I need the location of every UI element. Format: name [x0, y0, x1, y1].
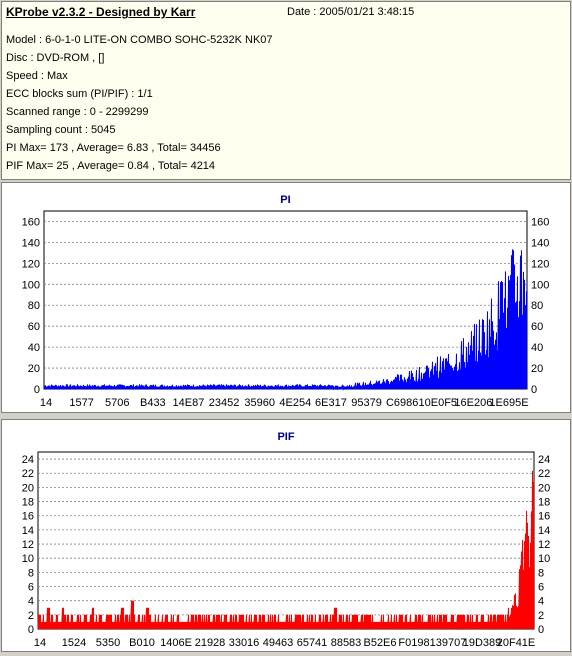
y-tick-label-left: 24 — [22, 454, 34, 466]
y-tick-label-left: 60 — [28, 321, 40, 333]
y-tick-label-right: 6 — [538, 582, 544, 594]
x-tick-label: 14 — [40, 397, 52, 409]
y-tick-label-left: 40 — [28, 342, 40, 354]
plot-area — [37, 451, 535, 630]
y-tick-label-left: 22 — [22, 468, 34, 480]
info-panel: KProbe v2.3.2 - Designed by Karr Date : … — [1, 1, 571, 180]
y-tick-label-right: 0 — [531, 384, 537, 396]
x-tick-label: 139707 — [430, 637, 467, 649]
y-tick-label-right: 24 — [538, 454, 550, 466]
y-tick-label-left: 14 — [22, 525, 34, 537]
y-tick-label-left: 0 — [28, 624, 34, 636]
app-title: KProbe v2.3.2 - Designed by Karr — [6, 5, 196, 19]
x-tick-label: 49463 — [263, 637, 294, 649]
y-tick-label-left: 6 — [28, 582, 34, 594]
x-tick-label: 4E254 — [279, 397, 311, 409]
y-tick-label-left: 16 — [22, 511, 34, 523]
x-tick-label: 5350 — [96, 637, 120, 649]
y-tick-label-left: 20 — [28, 363, 40, 375]
ecc-line: ECC blocks sum (PI/PIF) : 1/1 — [6, 88, 153, 100]
chart-title: PI — [280, 194, 290, 206]
y-tick-label-right: 60 — [531, 321, 543, 333]
y-tick-label-right: 2 — [538, 610, 544, 622]
y-tick-label-right: 4 — [538, 596, 544, 608]
x-tick-label: 1406E — [160, 637, 192, 649]
x-tick-label: 1E695E — [489, 397, 528, 409]
y-tick-label-right: 14 — [538, 525, 550, 537]
pif-chart-panel: PIF 0 0 2 2 4 4 6 6 8 8 10 10 12 12 14 14 16 16 18 18 20 20 22 2… — [1, 419, 571, 652]
x-tick-label: 10E0F5 — [419, 397, 458, 409]
x-tick-label: 88583 — [331, 637, 362, 649]
y-tick-label-right: 12 — [538, 539, 550, 551]
plot-area — [43, 210, 528, 390]
y-tick-label-right: 18 — [538, 497, 550, 509]
y-tick-label-right: 22 — [538, 468, 550, 480]
y-tick-label-right: 16 — [538, 511, 550, 523]
y-tick-label-left: 80 — [28, 300, 40, 312]
x-tick-label: 20F41E — [497, 637, 536, 649]
x-tick-label: B433 — [140, 397, 166, 409]
disc-line: Disc : DVD-ROM , [] — [6, 52, 105, 64]
chart-title: PIF — [277, 431, 294, 443]
x-tick-label: 16E206 — [454, 397, 492, 409]
data-series — [43, 249, 527, 391]
y-tick-label-left: 140 — [22, 237, 40, 249]
y-tick-label-right: 20 — [531, 363, 543, 375]
scan-date: Date : 2005/01/21 3:48:15 — [287, 6, 415, 18]
y-tick-label-left: 160 — [22, 216, 40, 228]
x-tick-label: 35960 — [244, 397, 275, 409]
y-tick-label-left: 4 — [28, 596, 34, 608]
model-line: Model : 6-0-1-0 LITE-ON COMBO SOHC-5232K… — [6, 34, 273, 46]
x-tick-label: 95379 — [351, 397, 382, 409]
pi-stats-line: PI Max= 173 , Average= 6.83 , Total= 344… — [6, 142, 221, 154]
x-tick-label: C6986 — [386, 397, 418, 409]
x-tick-label: 14E87 — [173, 397, 205, 409]
y-tick-label-right: 8 — [538, 567, 544, 579]
y-tick-label-left: 8 — [28, 567, 34, 579]
y-tick-label-right: 10 — [538, 553, 550, 565]
x-tick-label: B010 — [129, 637, 155, 649]
pi-chart-panel: PI 0 0 20 20 40 40 60 60 80 80 100 100 120 120 140 140 16… — [1, 182, 571, 413]
x-tick-label: 1577 — [69, 397, 93, 409]
y-tick-label-left: 0 — [34, 384, 40, 396]
y-tick-label-right: 0 — [538, 624, 544, 636]
x-tick-label: B52E6 — [363, 637, 396, 649]
y-tick-label-right: 80 — [531, 300, 543, 312]
x-tick-label: 65741 — [297, 637, 328, 649]
y-tick-label-right: 40 — [531, 342, 543, 354]
x-tick-label: 23452 — [209, 397, 240, 409]
y-tick-label-right: 140 — [531, 237, 549, 249]
x-tick-label: 5706 — [105, 397, 129, 409]
y-tick-label-left: 18 — [22, 497, 34, 509]
y-tick-label-right: 100 — [531, 279, 549, 291]
x-tick-label: 1524 — [62, 637, 86, 649]
range-line: Scanned range : 0 - 2299299 — [6, 106, 149, 118]
x-tick-label: 19D389 — [463, 637, 502, 649]
y-tick-label-left: 2 — [28, 610, 34, 622]
y-tick-label-right: 160 — [531, 216, 549, 228]
y-tick-label-right: 120 — [531, 258, 549, 270]
data-series — [37, 470, 534, 630]
y-tick-label-left: 10 — [22, 553, 34, 565]
y-tick-label-left: 120 — [22, 258, 40, 270]
x-tick-label: 14 — [34, 637, 46, 649]
pi-chart: PI 0 0 20 20 40 40 60 60 80 80 100 100 120 120 140 140 16… — [22, 194, 550, 409]
pif-stats-line: PIF Max= 25 , Average= 0.84 , Total= 421… — [6, 160, 216, 172]
x-tick-label: 21928 — [195, 637, 226, 649]
y-tick-label-left: 100 — [22, 279, 40, 291]
x-tick-label: 33016 — [229, 637, 260, 649]
speed-line: Speed : Max — [6, 70, 68, 82]
x-tick-label: F0198 — [398, 637, 429, 649]
x-tick-label: 6E317 — [315, 397, 347, 409]
y-tick-label-right: 20 — [538, 482, 550, 494]
sampling-line: Sampling count : 5045 — [6, 124, 116, 136]
y-tick-label-left: 20 — [22, 482, 34, 494]
y-tick-label-left: 12 — [22, 539, 34, 551]
